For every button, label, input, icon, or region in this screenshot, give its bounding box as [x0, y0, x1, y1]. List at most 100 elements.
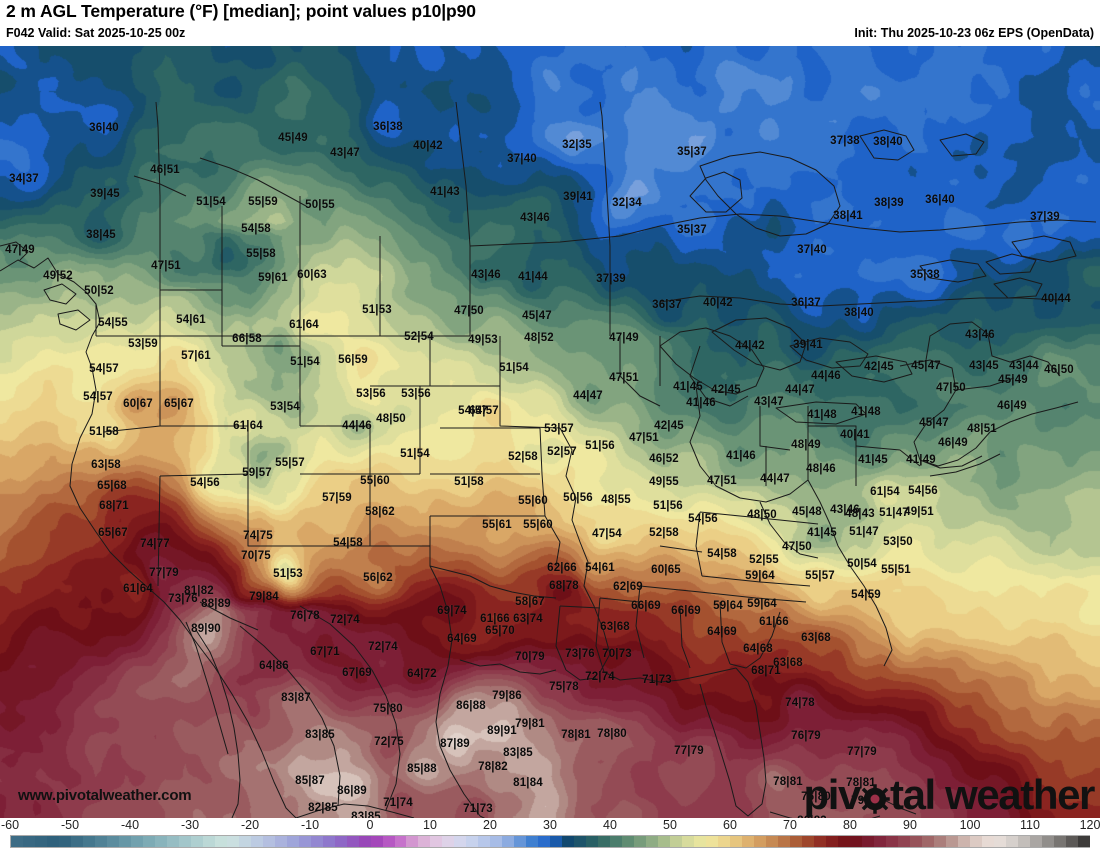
point-value-label: 41|45 [858, 454, 888, 466]
point-value-label: 43|47 [754, 396, 784, 408]
point-value-label: 44|42 [735, 340, 765, 352]
point-value-label: 75|78 [549, 681, 579, 693]
point-value-label: 64|68 [743, 643, 773, 655]
point-value-label: 44|47 [785, 384, 815, 396]
point-value-label: 67|69 [342, 667, 372, 679]
point-value-label: 51|58 [89, 426, 119, 438]
point-value-label: 52|55 [749, 554, 779, 566]
point-value-label: 65|70 [485, 625, 515, 637]
point-value-label: 38|40 [844, 307, 874, 319]
point-value-label: 48|43 [845, 508, 875, 520]
point-value-label: 74|77 [140, 538, 170, 550]
point-value-label: 50|54 [847, 558, 877, 570]
point-value-label: 82|85 [308, 802, 338, 814]
point-value-label: 63|68 [773, 657, 803, 669]
point-value-label: 79|84 [249, 591, 279, 603]
point-value-label: 54|61 [585, 562, 615, 574]
point-value-label: 55|60 [523, 519, 553, 531]
point-value-label: 55|57 [275, 457, 305, 469]
colorbar-tick: 80 [843, 818, 857, 832]
point-value-label: 49|55 [649, 476, 679, 488]
point-value-label: 79|86 [492, 690, 522, 702]
point-value-label: 78|81 [561, 729, 591, 741]
point-value-label: 63|74 [513, 613, 543, 625]
point-value-label: 61|64 [123, 583, 153, 595]
point-value-label: 79|81 [515, 718, 545, 730]
point-value-label: 41|49 [906, 454, 936, 466]
point-value-label: 54|58 [707, 548, 737, 560]
point-value-label: 63|68 [801, 632, 831, 644]
point-value-label: 51|53 [362, 304, 392, 316]
point-value-label: 50|55 [305, 199, 335, 211]
point-value-label: 45|47 [919, 417, 949, 429]
point-value-label: 65|68 [97, 480, 127, 492]
point-value-label: 40|42 [703, 297, 733, 309]
point-value-label: 64|86 [259, 660, 289, 672]
point-value-label: 49|51 [904, 506, 934, 518]
colorbar-gradient-strip [10, 835, 1090, 848]
forecast-valid-label: F042 Valid: Sat 2025-10-25 00z [6, 26, 186, 40]
map-viewport[interactable]: 34|37 47|49 49|52 36|40 39|45 38|45 50|52 54|55… [0, 46, 1100, 819]
point-value-label: 52|57 [547, 446, 577, 458]
colorbar-tick: -60 [0, 818, 20, 832]
point-value-label: 37|40 [507, 153, 537, 165]
point-value-label: 38|40 [873, 136, 903, 148]
colorbar-tick: 120 [1079, 818, 1100, 832]
point-value-label: 72|74 [330, 614, 360, 626]
point-value-label: 53|56 [401, 388, 431, 400]
point-value-label: 36|37 [791, 297, 821, 309]
logo-text-post: tal weather [889, 771, 1095, 818]
point-value-label: 47|50 [454, 305, 484, 317]
colorbar-tick: 20 [483, 818, 497, 832]
point-value-label: 48|55 [601, 494, 631, 506]
point-value-label: 32|34 [612, 197, 642, 209]
point-value-label: 36|40 [89, 122, 119, 134]
point-value-label: 45|47 [911, 360, 941, 372]
point-value-label: 43|44 [1009, 360, 1039, 372]
point-value-label: 45|47 [522, 310, 552, 322]
point-value-label: 85|87 [295, 775, 325, 787]
colorbar[interactable]: -60 -50 -40 -30 -20 -10 0 10 20 30 40 50 60 70 80 90 100… [0, 818, 1100, 850]
point-value-label: 83|87 [281, 692, 311, 704]
point-value-label: 47|50 [782, 541, 812, 553]
point-value-label: 56|59 [338, 354, 368, 366]
site-url-watermark: www.pivotalweather.com [18, 787, 192, 804]
point-value-label: 89|91 [487, 725, 517, 737]
point-value-label: 53|59 [128, 338, 158, 350]
point-value-label: 45|48 [792, 506, 822, 518]
colorbar-tick: -40 [120, 818, 140, 832]
point-value-label: 64|57 [469, 405, 499, 417]
point-value-label: 43|47 [330, 147, 360, 159]
point-value-label: 61|54 [870, 486, 900, 498]
point-value-label: 42|45 [654, 420, 684, 432]
point-value-label: 52|58 [508, 451, 538, 463]
point-value-label: 66|58 [232, 333, 262, 345]
logo-text-pre: piv [803, 771, 862, 818]
point-value-label: 58|62 [365, 506, 395, 518]
point-value-label: 45|49 [998, 374, 1028, 386]
point-value-label: 43|45 [969, 360, 999, 372]
point-value-label: 51|58 [454, 476, 484, 488]
point-value-label: 37|40 [797, 244, 827, 256]
point-value-label: 32|35 [562, 139, 592, 151]
point-value-label: 54|58 [333, 537, 363, 549]
point-value-label: 78|82 [478, 761, 508, 773]
point-value-label: 46|49 [938, 437, 968, 449]
point-value-label: 72|74 [585, 671, 615, 683]
colorbar-tick: 30 [543, 818, 557, 832]
gear-icon [860, 774, 890, 816]
colorbar-tick: 90 [903, 818, 917, 832]
point-value-label: 55|58 [246, 248, 276, 260]
point-value-label: 78|80 [597, 728, 627, 740]
point-value-label: 55|57 [805, 570, 835, 582]
header-bar: 2 m AGL Temperature (°F) [median]; point… [0, 0, 1100, 46]
point-value-label: 60|67 [123, 398, 153, 410]
point-value-label: 34|37 [9, 173, 39, 185]
point-value-label: 81|84 [513, 777, 543, 789]
point-value-label: 46|51 [150, 164, 180, 176]
point-value-label: 73|76 [565, 648, 595, 660]
point-value-label: 59|57 [242, 467, 272, 479]
point-value-label: 48|49 [791, 439, 821, 451]
point-value-label: 41|44 [518, 271, 548, 283]
